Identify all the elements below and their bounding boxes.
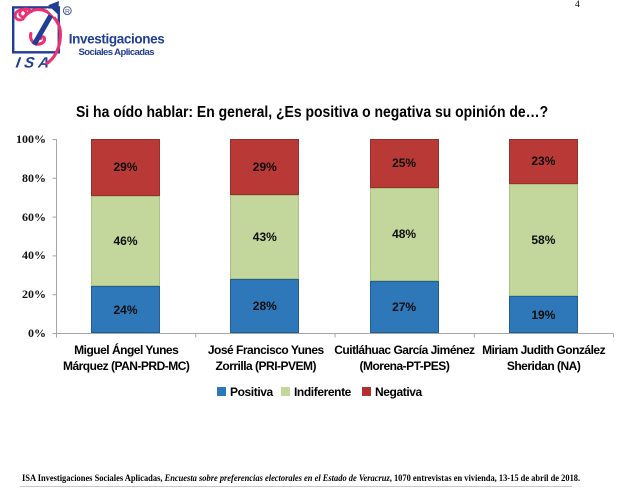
svg-text:R: R	[65, 8, 70, 15]
svg-text:Sociales Aplicadas: Sociales Aplicadas	[79, 47, 155, 58]
svg-text:ISA: ISA	[15, 55, 55, 72]
svg-text:Investigaciones: Investigaciones	[69, 31, 165, 46]
